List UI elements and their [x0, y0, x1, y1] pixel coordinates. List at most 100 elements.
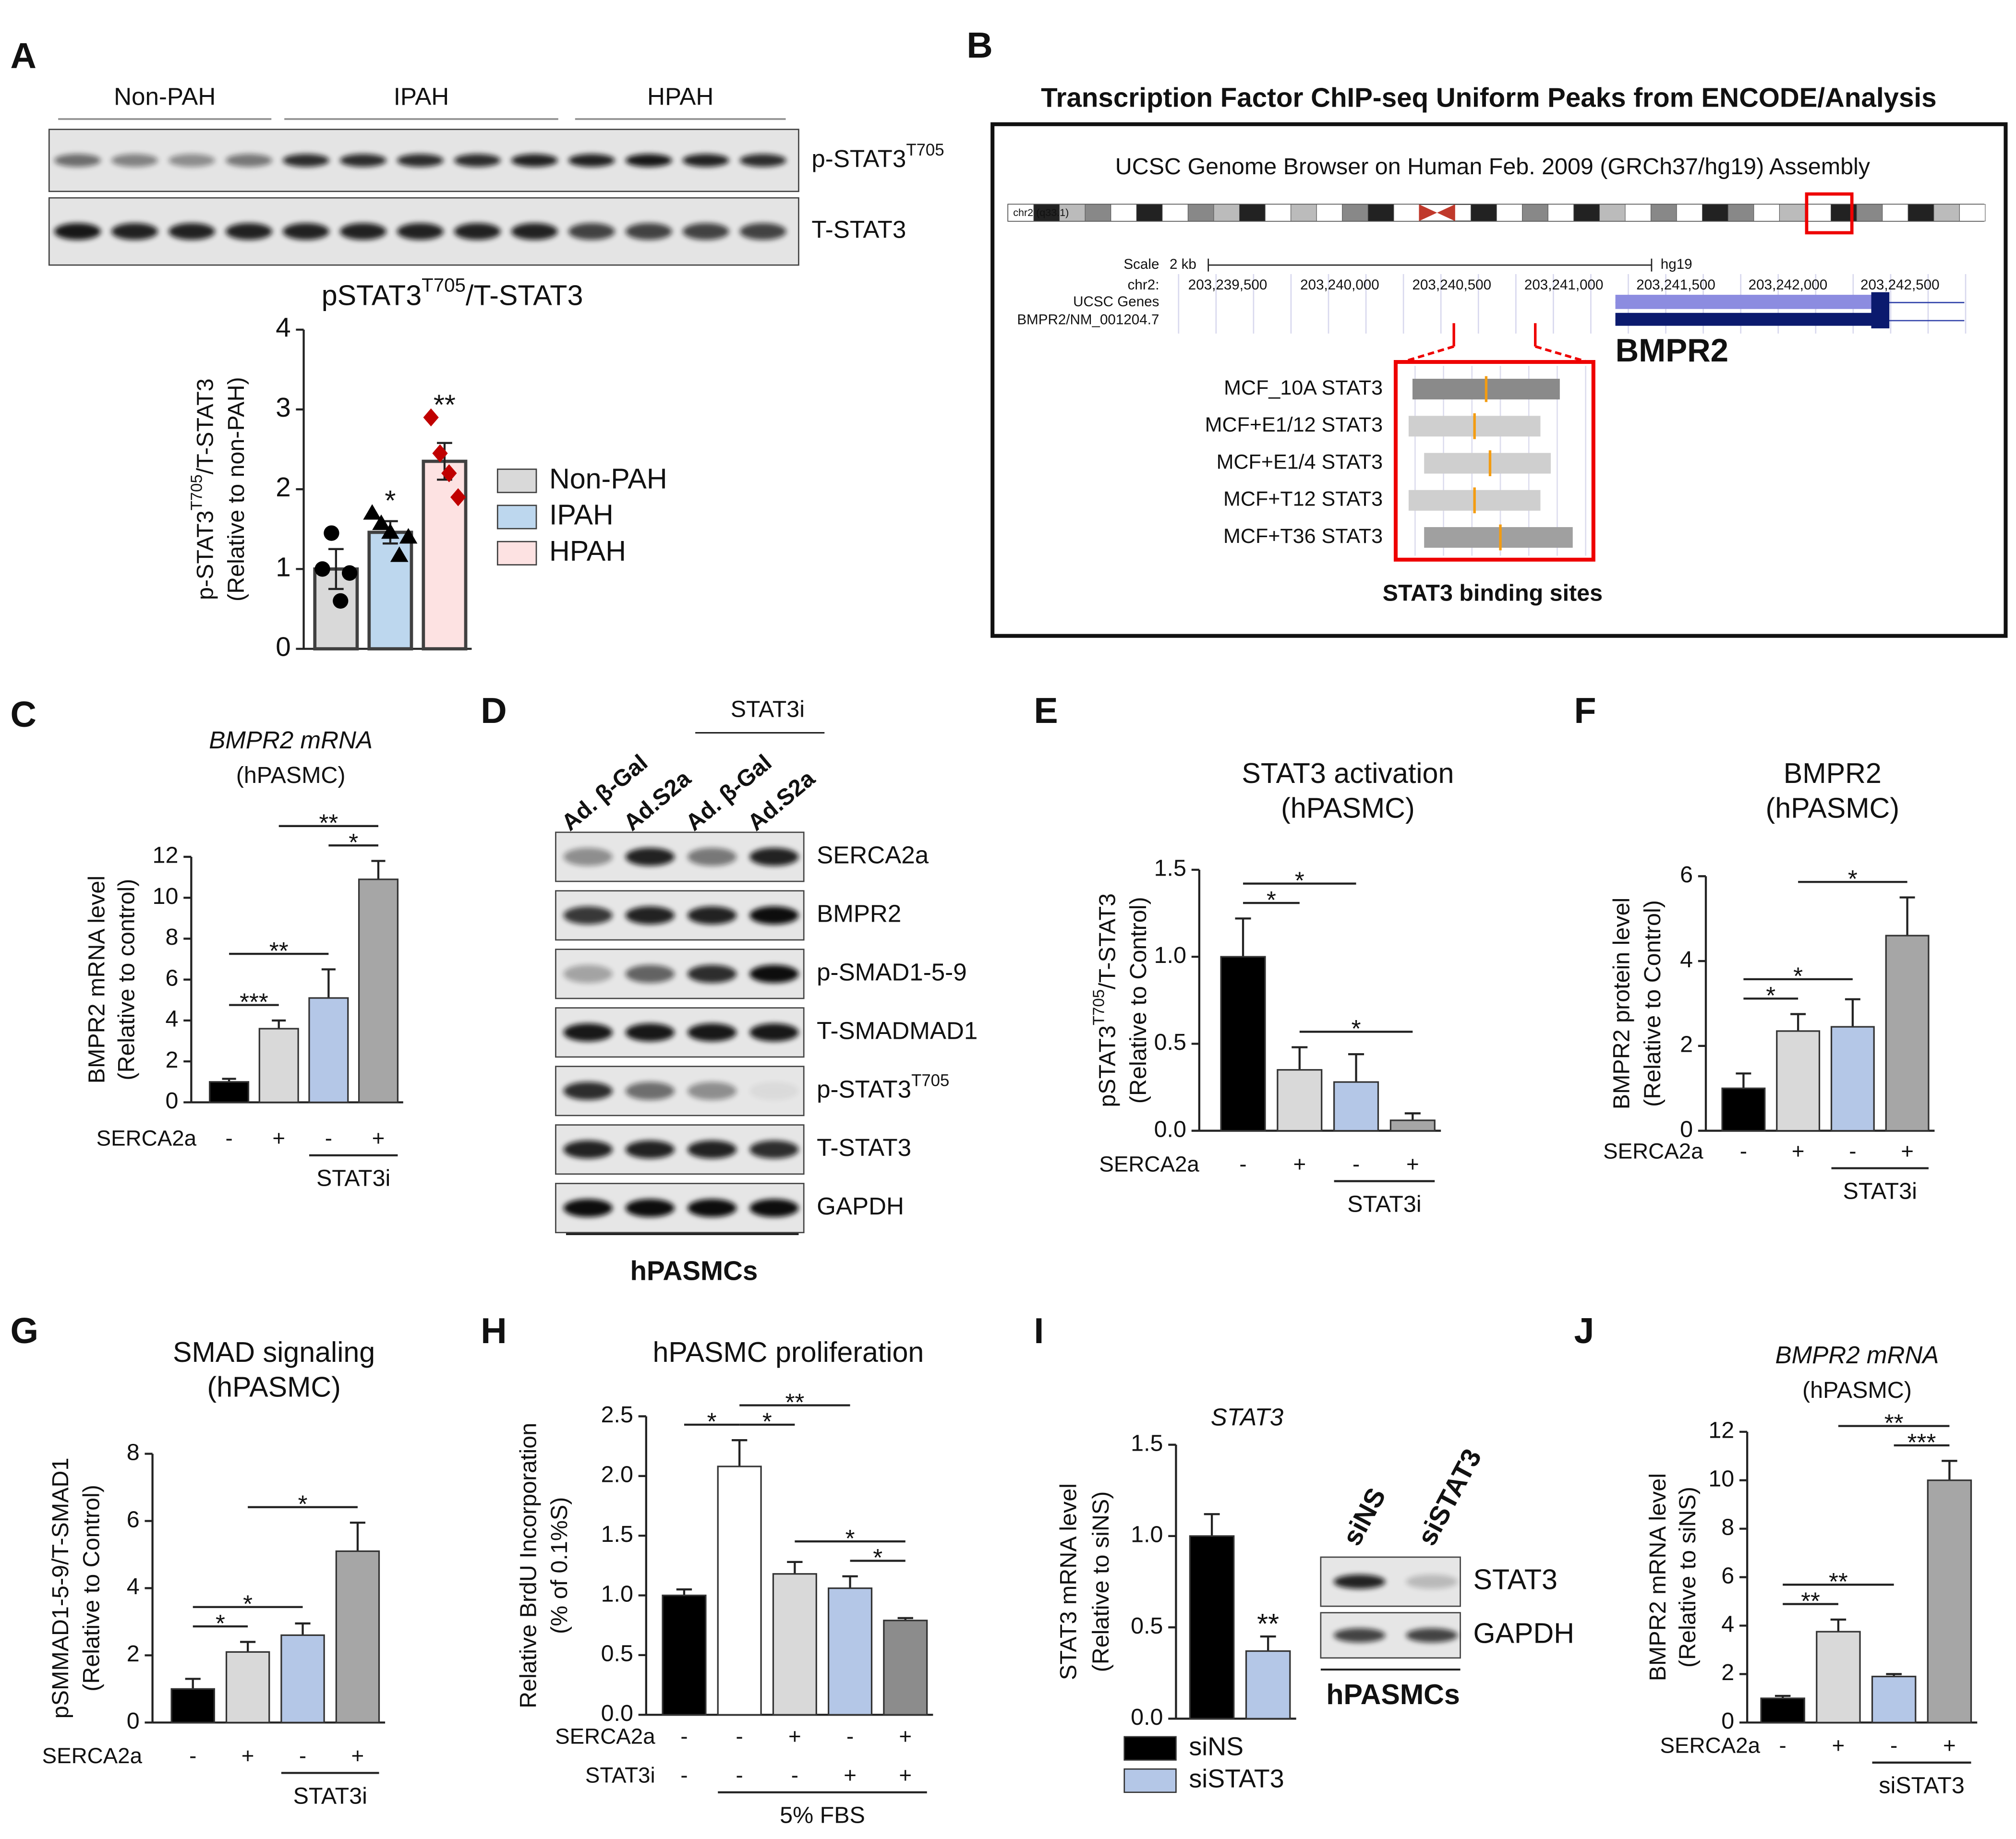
blot-band — [625, 1082, 675, 1100]
position-tick: 203,242,500 — [1860, 277, 1940, 293]
y-axis-label: BMPR2 protein level — [1609, 898, 1635, 1110]
significance-label: * — [1766, 982, 1775, 1009]
condition-label: + — [788, 1724, 801, 1749]
bar — [1189, 1535, 1235, 1719]
ideogram-band — [1393, 204, 1420, 222]
blot-band — [225, 154, 272, 167]
ideogram-band — [1471, 204, 1497, 222]
ideogram-band — [1625, 204, 1652, 222]
blot-band — [1333, 1575, 1386, 1589]
data-point — [399, 528, 418, 544]
data-point — [363, 504, 382, 520]
blot-band — [563, 1023, 613, 1042]
data-point — [423, 408, 439, 427]
data-point — [450, 488, 466, 506]
error-bar — [676, 1588, 692, 1596]
condition-label: - — [736, 1724, 743, 1749]
ideogram-band — [1136, 204, 1163, 222]
legend-label: siNS — [1189, 1732, 1243, 1761]
group-label: STAT3i — [293, 1783, 367, 1809]
peak — [1424, 453, 1551, 474]
blot-band — [454, 223, 501, 240]
text-part: p-STAT3 — [192, 510, 218, 600]
zoom-connector — [1452, 323, 1537, 347]
y-axis-label: (Relative to Control) — [1640, 900, 1666, 1107]
track-label: UCSC Genes — [1073, 294, 1159, 310]
ideogram-highlight — [1805, 192, 1854, 235]
condition-label: + — [1901, 1139, 1914, 1163]
significance-label: * — [1267, 886, 1276, 913]
error-bar — [1404, 1112, 1421, 1120]
y-tick-label: 10 — [153, 883, 179, 909]
y-axis-label: (Relative to non-PAH) — [223, 377, 249, 601]
blot-band — [568, 223, 615, 240]
blot-band — [687, 964, 737, 983]
y-tick-label: 0 — [1680, 1116, 1693, 1142]
blot-band — [625, 964, 675, 983]
y-tick-label: 1.5 — [601, 1521, 633, 1547]
ideogram-band — [1933, 204, 1960, 222]
y-tick-label: 12 — [153, 842, 179, 868]
ideogram-band — [1882, 204, 1908, 222]
y-tick-label: 0 — [276, 632, 290, 662]
error-bar — [1942, 1460, 1957, 1480]
data-point — [324, 525, 339, 541]
superscript: T705 — [1090, 989, 1108, 1025]
group-label: STAT3i — [731, 697, 805, 722]
condition-name: STAT3i — [585, 1763, 655, 1787]
blot-band — [168, 223, 215, 240]
panel-label: I — [1034, 1310, 1044, 1351]
bar — [358, 878, 399, 1103]
y-axis-label: pSTAT3T705/T-STAT3 — [1090, 893, 1121, 1107]
condition-label: - — [325, 1126, 332, 1151]
bar — [662, 1594, 707, 1716]
blot-band — [511, 223, 558, 240]
data-point — [333, 593, 349, 609]
y-axis-label: (Relative to Control) — [79, 1485, 105, 1692]
peak-track-label: MCF+T36 STAT3 — [1223, 525, 1383, 548]
assembly-label: hg19 — [1661, 256, 1692, 272]
y-tick-label: 0 — [127, 1708, 140, 1734]
data-point — [341, 565, 358, 581]
y-tick-label: 1.0 — [1154, 942, 1186, 968]
scale-label: Scale — [1123, 256, 1159, 272]
error-bar — [1899, 896, 1915, 936]
gene-exon — [1871, 292, 1890, 329]
ideogram-band — [1753, 204, 1780, 222]
browser-title: Transcription Factor ChIP-seq Uniform Pe… — [1041, 83, 1936, 113]
bar — [258, 1028, 299, 1103]
ideogram-band — [1651, 204, 1677, 222]
blot-band — [749, 1140, 799, 1159]
significance-label: ** — [1257, 1608, 1279, 1640]
significance-label: * — [707, 1408, 717, 1435]
ideogram-band — [1265, 204, 1292, 222]
ideogram-band — [1599, 204, 1626, 222]
blot-band — [563, 906, 613, 925]
ideogram-band — [1007, 204, 1034, 222]
condition-name: SERCA2a — [555, 1724, 655, 1749]
significance-label: * — [762, 1408, 772, 1435]
ideogram-band — [1342, 204, 1368, 222]
significance-label: * — [1352, 1015, 1361, 1042]
y-tick-label: 2 — [127, 1641, 140, 1667]
bar — [1333, 1081, 1379, 1132]
condition-label: - — [1890, 1733, 1897, 1758]
panel-label: J — [1574, 1310, 1594, 1351]
error-bar — [350, 1521, 365, 1551]
blot-row-label: p-STAT3T705 — [817, 1072, 949, 1103]
ideogram-band — [1676, 204, 1703, 222]
y-tick-label: 6 — [127, 1506, 140, 1532]
blot-row-label: T-STAT3 — [817, 1134, 911, 1161]
y-axis-label: pSMMAD1-5-9/T-SMAD1 — [48, 1458, 73, 1719]
ideogram-band — [1111, 204, 1137, 222]
blot-band — [739, 223, 786, 240]
significance-label: ** — [1829, 1568, 1848, 1595]
y-tick-label: 2 — [1680, 1032, 1693, 1058]
error-bar — [1260, 1635, 1276, 1651]
text-part: /T-STAT3 — [1094, 893, 1120, 989]
blot-footer: hPASMCs — [630, 1256, 758, 1286]
ideogram-band — [1059, 204, 1086, 222]
blot-band — [111, 154, 158, 167]
group-label: HPAH — [647, 83, 713, 110]
blot-band — [682, 154, 729, 167]
